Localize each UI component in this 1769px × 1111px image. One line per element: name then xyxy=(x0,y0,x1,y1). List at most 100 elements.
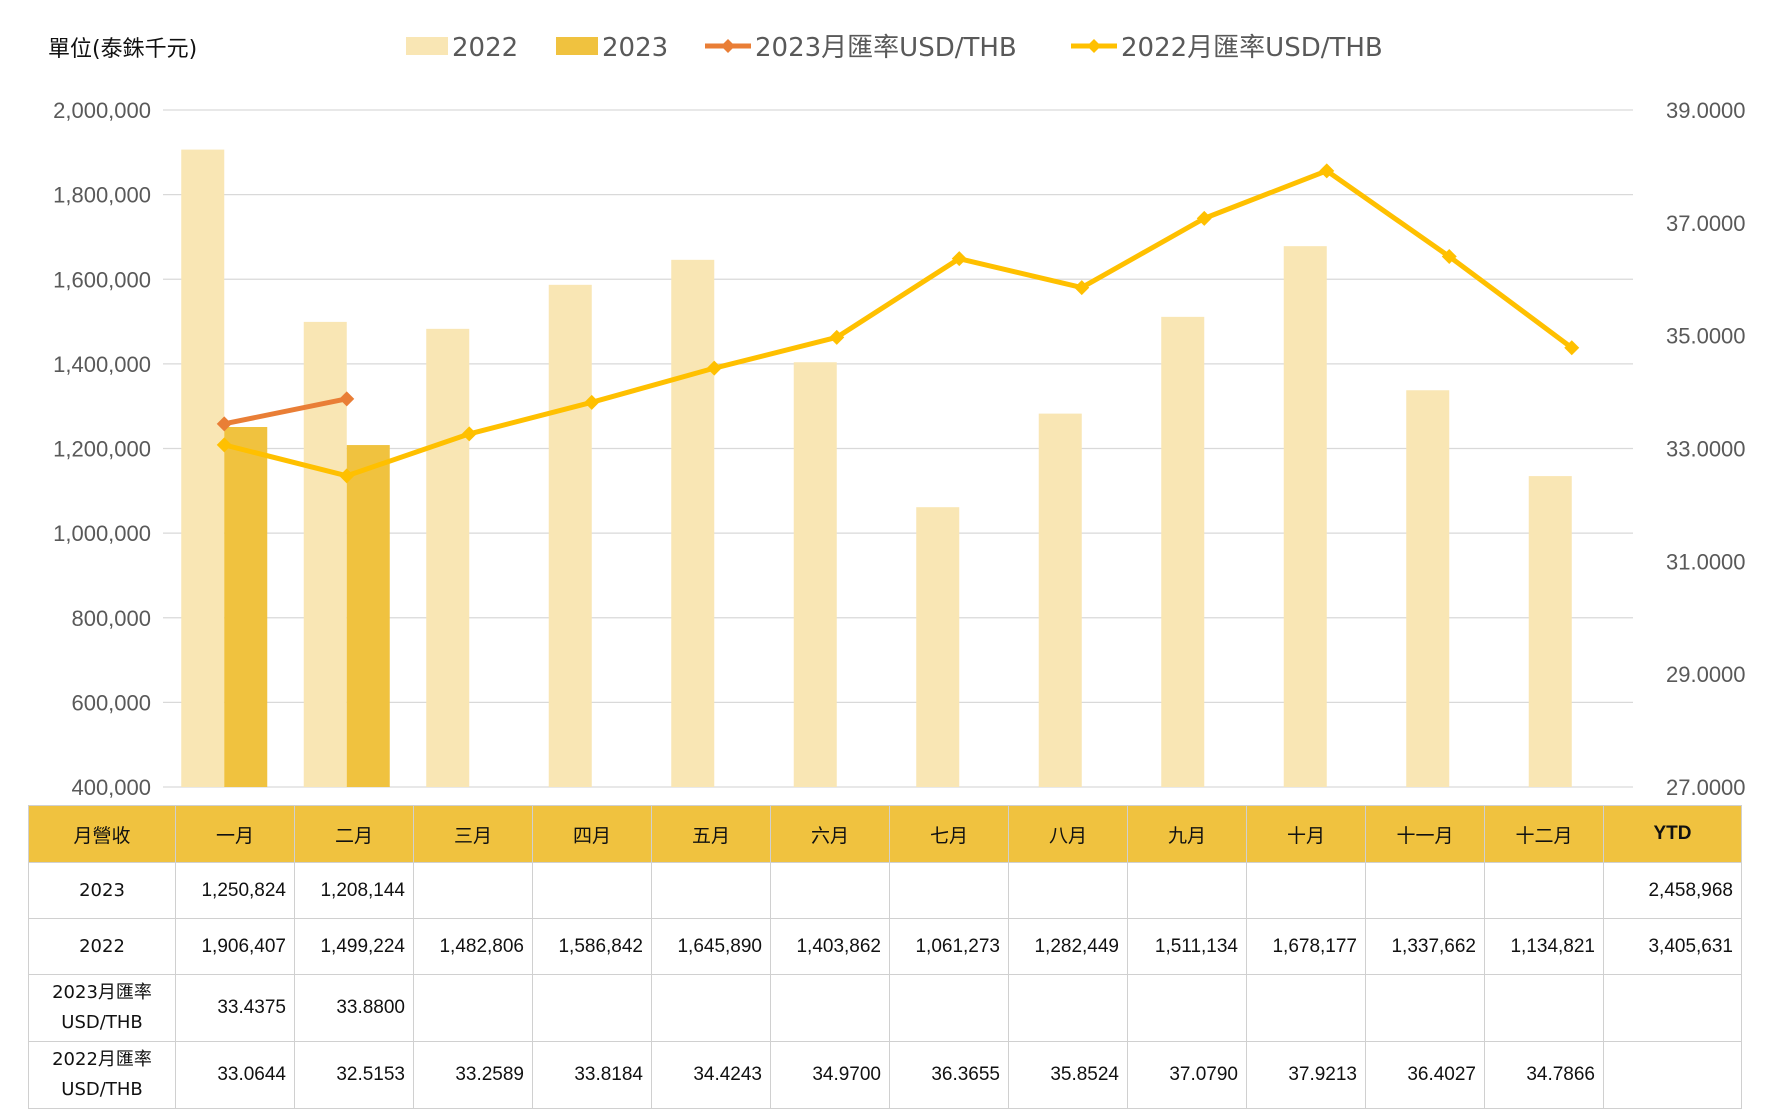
left-y-tick-label: 400,000 xyxy=(71,775,151,800)
bars xyxy=(181,149,1572,788)
marker-2022月匯率USD/THB xyxy=(1196,210,1212,226)
table-header-cell: 八月 xyxy=(1008,805,1128,863)
table-cell: 34.9700 xyxy=(770,1041,890,1109)
table-cell: 36.3655 xyxy=(889,1041,1009,1109)
bar-2022-十月 xyxy=(1283,246,1327,787)
table-header-cell: 四月 xyxy=(532,805,652,863)
table-cell: 32.5153 xyxy=(294,1041,414,1109)
bar-2022-一月 xyxy=(181,149,225,787)
right-y-tick-label: 39.0000 xyxy=(1666,98,1746,123)
table-cell: 33.0644 xyxy=(175,1041,295,1109)
legend-marker xyxy=(1087,39,1101,53)
table-cell xyxy=(1365,974,1485,1042)
legend-label: 2022 xyxy=(452,33,518,63)
table-header-cell: YTD xyxy=(1603,805,1742,863)
table-cell xyxy=(1246,974,1366,1042)
table-row: 2023月匯率 USD/THB 33.4375 33.8800 xyxy=(28,974,1742,1042)
marker-2022月匯率USD/THB xyxy=(584,394,600,410)
table-cell: 1,134,821 xyxy=(1484,918,1604,975)
table-cell xyxy=(1008,974,1128,1042)
marker-2022月匯率USD/THB xyxy=(1074,280,1090,296)
right-y-tick-label: 29.0000 xyxy=(1666,662,1746,687)
bar-2022-八月 xyxy=(1038,413,1082,787)
gridlines xyxy=(163,109,1633,788)
table-cell: 34.4243 xyxy=(651,1041,771,1109)
unit-label: 單位(泰銖千元) xyxy=(48,37,197,62)
table-cell xyxy=(413,862,533,919)
table-cell: 1,250,824 xyxy=(175,862,295,919)
right-y-tick-label: 31.0000 xyxy=(1666,549,1746,574)
line-2022月匯率USD/THB xyxy=(223,168,1574,479)
table-header-cell: 三月 xyxy=(413,805,533,863)
marker-2022月匯率USD/THB xyxy=(1441,249,1457,265)
bar-2022-四月 xyxy=(548,284,592,787)
table-cell xyxy=(770,974,890,1042)
table-cell xyxy=(889,974,1009,1042)
table-header-cell: 十二月 xyxy=(1484,805,1604,863)
left-y-axis: 400,000 600,000 800,000 1,000,000 1,200,000 1… xyxy=(53,98,151,800)
table-header-cell: 十月 xyxy=(1246,805,1366,863)
table-row-label: 2023 xyxy=(28,862,176,919)
marker-2022月匯率USD/THB xyxy=(951,251,967,267)
right-y-tick-label: 27.0000 xyxy=(1666,775,1746,800)
left-y-tick-label: 1,200,000 xyxy=(53,437,151,462)
table-cell xyxy=(532,974,652,1042)
table-header-cell: 五月 xyxy=(651,805,771,863)
table-cell xyxy=(1484,862,1604,919)
bar-2023-一月 xyxy=(224,426,268,787)
line-2023月匯率USD/THB xyxy=(223,396,348,427)
table-cell: 1,678,177 xyxy=(1246,918,1366,975)
table-cell xyxy=(1246,862,1366,919)
bar-2022-三月 xyxy=(426,328,470,787)
left-y-tick-label: 800,000 xyxy=(71,606,151,631)
bar-2022-六月 xyxy=(793,362,837,787)
marker-2023月匯率USD/THB xyxy=(216,416,232,432)
legend: 2022 2023 2023月匯率USD/THB 2022月匯率USD/THB xyxy=(406,33,1383,63)
right-y-axis: 27.0000 29.0000 31.0000 33.0000 35.0000 37.00… xyxy=(1666,98,1746,800)
table-row-label: 2023月匯率 USD/THB xyxy=(28,974,176,1042)
table-header-cell: 一月 xyxy=(175,805,295,863)
table-cell: 1,282,449 xyxy=(1008,918,1128,975)
table-header-cell: 七月 xyxy=(889,805,1009,863)
bar-2022-九月 xyxy=(1161,316,1205,787)
table-cell: 1,586,842 xyxy=(532,918,652,975)
table-cell xyxy=(1127,862,1247,919)
table-cell: 1,482,806 xyxy=(413,918,533,975)
table-cell: 34.7866 xyxy=(1484,1041,1604,1109)
table-row-label: 2022 xyxy=(28,918,176,975)
table-row: 2022月匯率 USD/THB 33.0644 32.5153 33.2589 33.81… xyxy=(28,1041,1742,1109)
table-cell xyxy=(1603,974,1742,1042)
table-cell xyxy=(889,862,1009,919)
bar-2022-五月 xyxy=(671,259,715,788)
table-row-label: 2022月匯率 USD/THB xyxy=(28,1041,176,1109)
table-cell: 33.8184 xyxy=(532,1041,652,1109)
left-y-tick-label: 1,400,000 xyxy=(53,352,151,377)
table-cell: 1,337,662 xyxy=(1365,918,1485,975)
left-y-tick-label: 2,000,000 xyxy=(53,98,151,123)
table-cell: 3,405,631 xyxy=(1603,918,1742,975)
table-cell xyxy=(1127,974,1247,1042)
table-cell: 1,906,407 xyxy=(175,918,295,975)
combo-chart: 單位(泰銖千元) 2022 2023 2023月匯率USD/THB 2022月匯率US… xyxy=(48,33,1746,800)
table-cell xyxy=(651,974,771,1042)
left-y-tick-label: 1,800,000 xyxy=(53,183,151,208)
table-cell xyxy=(770,862,890,919)
left-y-tick-label: 1,000,000 xyxy=(53,521,151,546)
table-cell: 1,511,134 xyxy=(1127,918,1247,975)
right-y-tick-label: 33.0000 xyxy=(1666,437,1746,462)
table-cell: 1,208,144 xyxy=(294,862,414,919)
legend-label: 2023月匯率USD/THB xyxy=(755,33,1017,63)
table-cell xyxy=(1484,974,1604,1042)
marker-2022月匯率USD/THB xyxy=(1319,163,1335,179)
table-cell: 35.8524 xyxy=(1008,1041,1128,1109)
rate-lines xyxy=(216,163,1580,484)
table-header-cell: 月營收 xyxy=(28,805,176,863)
right-y-tick-label: 37.0000 xyxy=(1666,211,1746,236)
table-cell: 33.4375 xyxy=(175,974,295,1042)
marker-2023月匯率USD/THB xyxy=(339,391,355,407)
table-cell xyxy=(532,862,652,919)
legend-swatch xyxy=(556,37,598,55)
table-header-cell: 九月 xyxy=(1127,805,1247,863)
table-cell: 2,458,968 xyxy=(1603,862,1742,919)
bar-2023-二月 xyxy=(346,445,390,787)
